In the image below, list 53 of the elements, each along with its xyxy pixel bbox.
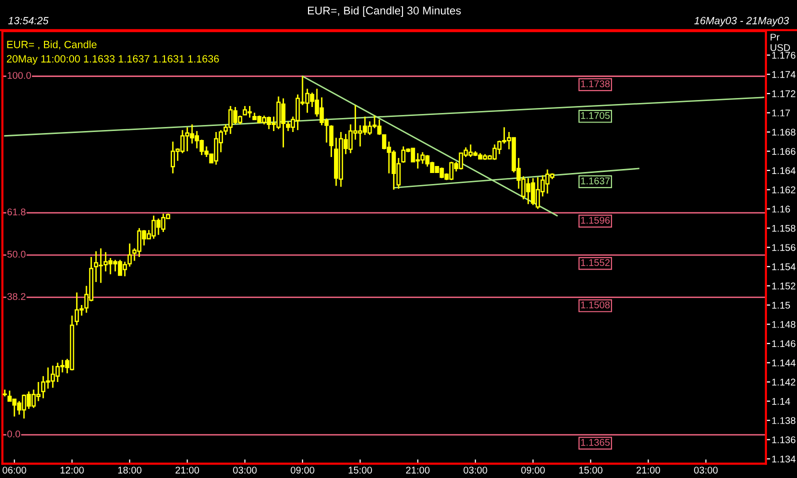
text: 16May03 - 21May03 <box>694 16 789 26</box>
y-tick-label: 1.168 <box>772 128 796 136</box>
y-tick-label: 1.16 <box>772 206 790 213</box>
x-tick-label: 06:00 <box>2 466 26 474</box>
y-tick-label: 1.17 <box>772 110 790 116</box>
x-tick-label: 21:00 <box>636 466 660 474</box>
y-tick-label: 1.156 <box>772 244 796 251</box>
x-tick-label: 21:00 <box>176 466 200 474</box>
annotation: 50.0 <box>7 250 26 258</box>
y-tick-label: 1.144 <box>772 360 796 366</box>
y-tick-label: 1.138 <box>772 417 796 424</box>
x-tick-label: 09:00 <box>290 466 314 474</box>
annotation: 1.1705 <box>581 112 610 119</box>
y-tick-label: 1.15 <box>772 302 790 309</box>
y-tick-label: 1.172 <box>772 90 796 98</box>
y-tick-label: 1.174 <box>772 71 796 78</box>
x-tick-label: 15:00 <box>579 466 602 474</box>
y-axis-title: Pr USD <box>770 34 790 52</box>
x-tick-label: 15:00 <box>348 466 372 474</box>
y-tick-label: 1.134 <box>772 456 796 462</box>
y-tick-label: 1.136 <box>772 436 796 444</box>
y-tick-label: 1.154 <box>772 263 796 270</box>
x-tick-label: 03:00 <box>233 466 257 474</box>
y-tick-label: 1.162 <box>772 186 796 194</box>
annotation: 0.0 <box>7 430 20 438</box>
y-tick-label: 1.152 <box>772 282 796 290</box>
y-tick-label: 1.14 <box>772 398 790 405</box>
x-tick-label: 03:00 <box>464 466 488 474</box>
ref-line-label: 1.1365 <box>581 438 610 446</box>
chart-title: EUR=, Bid [Candle] 30 Minutes <box>308 6 461 17</box>
annotation: EUR= , Bid, Candle <box>7 40 97 50</box>
text: 13:54:25 <box>8 16 49 24</box>
x-tick-label: 09:00 <box>521 466 545 474</box>
y-tick-label: 1.146 <box>772 340 796 348</box>
y-tick-label: 1.158 <box>772 224 796 232</box>
x-tick-label: 12:00 <box>60 466 84 474</box>
ref-line-label: 1.1508 <box>581 301 610 308</box>
ref-line-label: 1.1738 <box>581 80 610 88</box>
ref-line-label: 1.1552 <box>581 259 610 266</box>
x-tick-label: 21:00 <box>406 466 430 474</box>
x-tick-label: 03:00 <box>694 466 718 474</box>
annotation: 38.2 <box>7 293 26 300</box>
ref-line-label: 1.1596 <box>581 216 610 224</box>
annotation: 20May 11:00:00 1.1633 1.1637 1.1631 1.1636 <box>6 55 219 65</box>
annotation: 61.8 <box>7 208 26 216</box>
annotation: 1.1637 <box>581 177 610 184</box>
y-tick-label: 1.142 <box>772 378 796 386</box>
y-tick-label: 1.176 <box>772 52 796 59</box>
y-tick-label: 1.164 <box>772 167 796 174</box>
y-tick-label: 1.148 <box>772 321 796 328</box>
x-tick-label: 18:00 <box>118 466 142 474</box>
annotation: 100.0 <box>8 72 31 79</box>
y-tick-label: 1.166 <box>772 148 796 155</box>
